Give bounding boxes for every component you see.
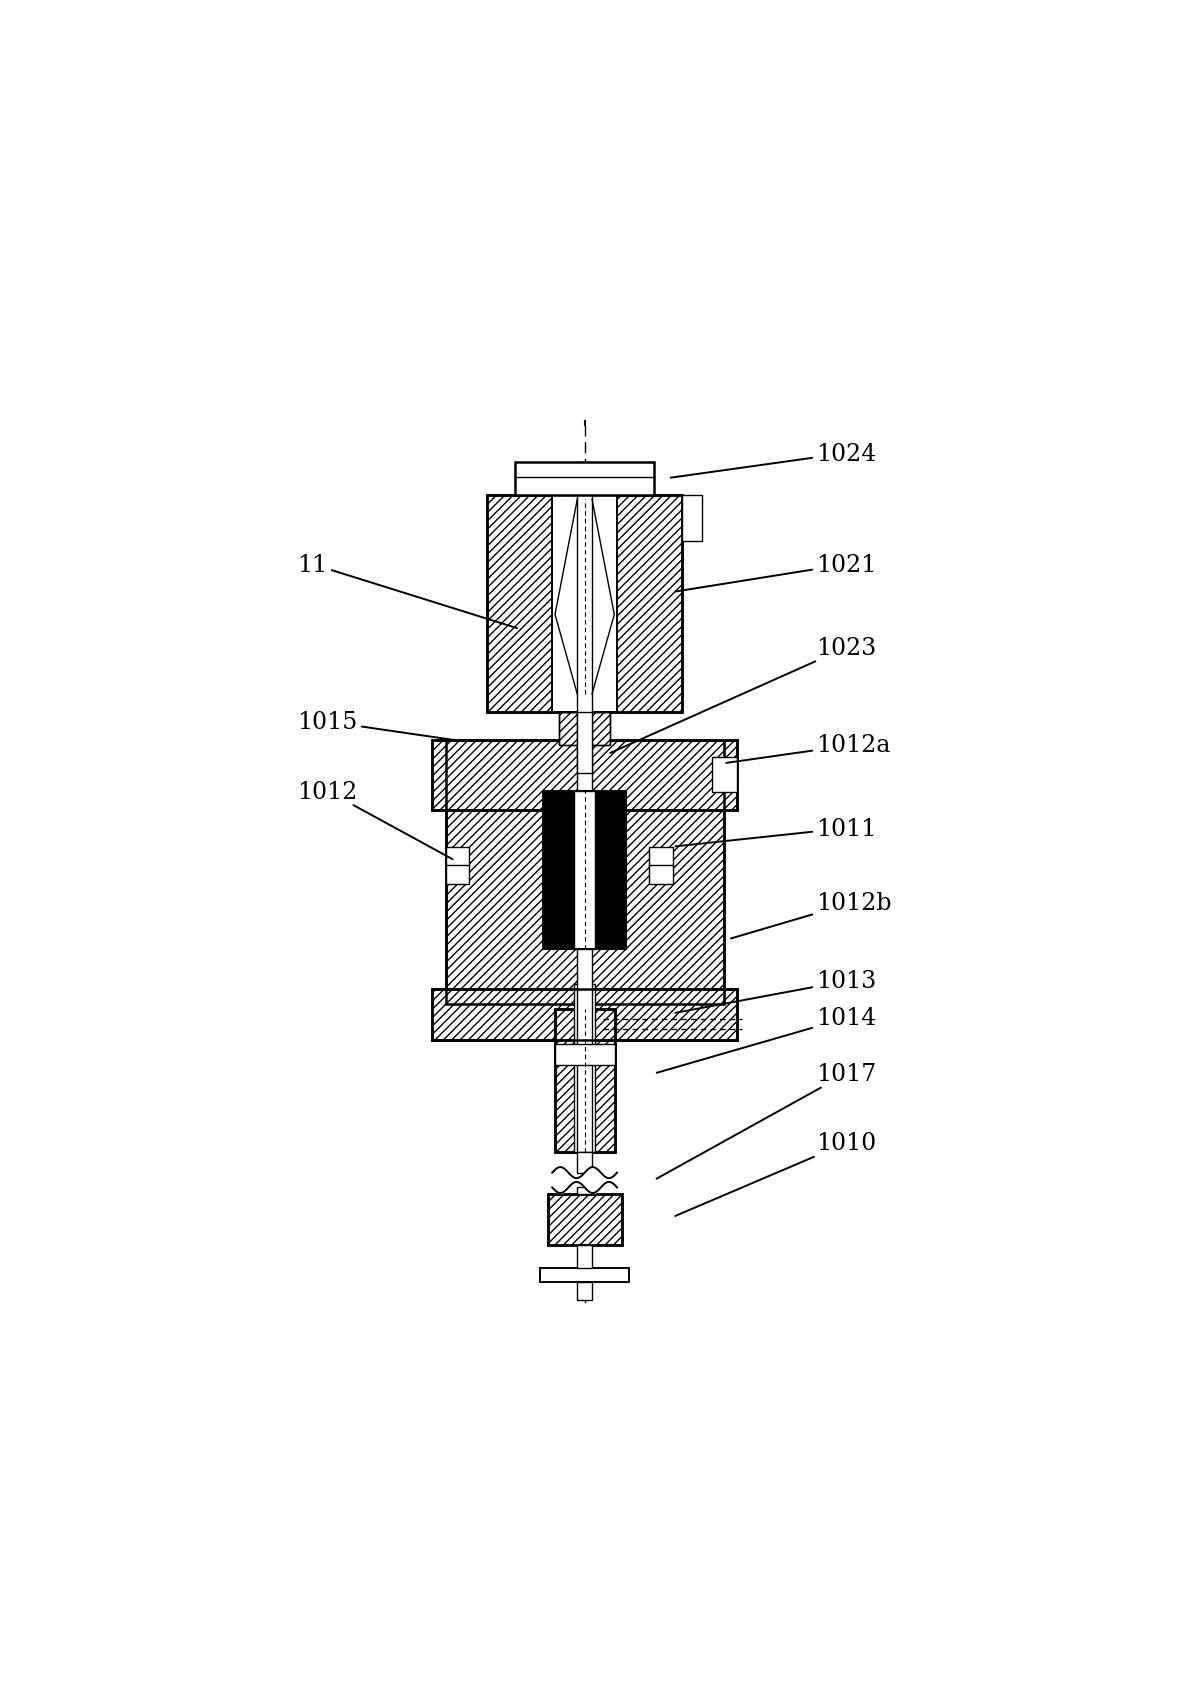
Bar xyxy=(488,496,682,713)
Bar xyxy=(431,989,737,1040)
Bar xyxy=(446,740,723,1004)
Bar xyxy=(488,496,682,713)
Text: 1023: 1023 xyxy=(611,636,876,754)
Bar xyxy=(431,740,737,810)
Bar xyxy=(682,496,703,542)
Bar xyxy=(446,740,723,1004)
Bar xyxy=(547,1194,621,1245)
Bar xyxy=(547,1194,621,1245)
Text: 1011: 1011 xyxy=(675,817,877,847)
Bar xyxy=(515,464,654,496)
Bar xyxy=(431,989,737,1040)
Bar xyxy=(575,984,595,1153)
Text: 1014: 1014 xyxy=(657,1008,877,1072)
Bar xyxy=(577,464,592,1153)
Bar xyxy=(711,757,737,793)
Text: 1012a: 1012a xyxy=(727,733,890,764)
Bar xyxy=(554,1045,614,1066)
Bar xyxy=(577,1153,592,1173)
Bar xyxy=(650,847,673,885)
Text: 1024: 1024 xyxy=(670,442,877,479)
Bar xyxy=(543,791,626,950)
Bar xyxy=(577,1245,592,1269)
Text: 1017: 1017 xyxy=(656,1062,876,1178)
Bar xyxy=(554,1009,614,1153)
Text: 1013: 1013 xyxy=(675,970,876,1013)
Bar xyxy=(552,496,617,713)
Text: 1012: 1012 xyxy=(298,781,453,859)
Bar xyxy=(575,791,595,950)
Bar xyxy=(540,1269,629,1282)
Text: 1021: 1021 xyxy=(675,554,877,592)
Bar xyxy=(559,713,611,745)
Bar xyxy=(446,847,468,885)
Text: 11: 11 xyxy=(298,554,517,629)
Bar xyxy=(559,713,611,745)
Bar xyxy=(577,1282,592,1301)
Bar xyxy=(577,713,592,772)
Bar xyxy=(431,740,737,810)
Bar xyxy=(577,1188,592,1194)
Text: 1012b: 1012b xyxy=(731,892,891,939)
Text: 1010: 1010 xyxy=(675,1132,876,1216)
Text: 1015: 1015 xyxy=(298,711,452,740)
Bar xyxy=(554,1009,614,1153)
